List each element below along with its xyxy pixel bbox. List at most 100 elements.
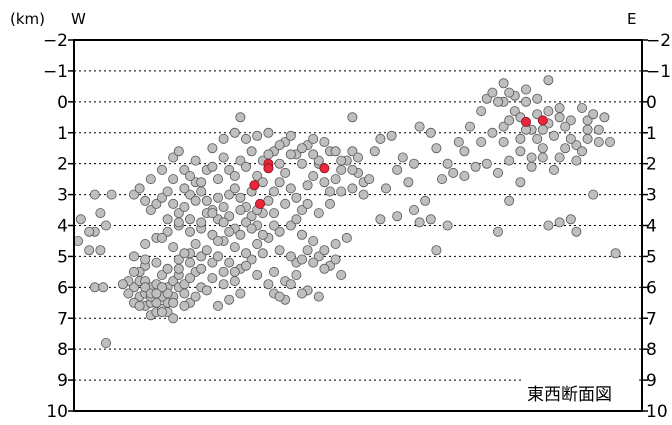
- data-point: [386, 130, 397, 141]
- data-point: [184, 257, 195, 268]
- data-point: [330, 174, 341, 185]
- data-point: [106, 189, 117, 200]
- data-point: [190, 195, 201, 206]
- data-point: [184, 214, 195, 225]
- data-point: [184, 273, 195, 284]
- highlight-point: [263, 163, 274, 174]
- data-point: [246, 146, 257, 157]
- data-point: [565, 133, 576, 144]
- data-point: [302, 180, 313, 191]
- data-point: [336, 164, 347, 175]
- data-point: [156, 164, 167, 175]
- data-point: [274, 291, 285, 302]
- data-point: [442, 158, 453, 169]
- data-point: [610, 248, 621, 259]
- data-point: [308, 257, 319, 268]
- data-point: [560, 143, 571, 154]
- highlight-point: [249, 180, 260, 191]
- data-point: [543, 75, 554, 86]
- data-point: [257, 248, 268, 259]
- data-point: [554, 112, 565, 123]
- y-tick-label-left: 7: [57, 309, 68, 329]
- data-point: [168, 174, 179, 185]
- data-point: [263, 127, 274, 138]
- data-point: [268, 208, 279, 219]
- data-point: [347, 164, 358, 175]
- y-tick-label-right: 9: [646, 371, 657, 391]
- data-point: [212, 235, 223, 246]
- data-point: [212, 300, 223, 311]
- data-point: [196, 251, 207, 262]
- data-point: [252, 238, 263, 249]
- data-point: [481, 93, 492, 104]
- data-point: [179, 248, 190, 259]
- data-point: [408, 158, 419, 169]
- data-point: [156, 232, 167, 243]
- y-tick-label-left: 6: [57, 278, 68, 298]
- data-point: [162, 186, 173, 197]
- data-point: [201, 285, 212, 296]
- data-point: [246, 254, 257, 265]
- data-point: [134, 183, 145, 194]
- data-point: [492, 167, 503, 178]
- data-point: [84, 245, 95, 256]
- y-tick-label-left: 8: [57, 340, 68, 360]
- y-tick-label-left: 3: [57, 186, 68, 206]
- data-point: [196, 177, 207, 188]
- data-point: [229, 276, 240, 287]
- data-point: [420, 195, 431, 206]
- data-point: [240, 161, 251, 172]
- data-point: [549, 130, 560, 141]
- data-point: [296, 254, 307, 265]
- data-point: [554, 152, 565, 163]
- highlight-point: [537, 115, 548, 126]
- data-point: [207, 229, 218, 240]
- data-point: [128, 266, 139, 277]
- y-tick-label-left: 5: [57, 247, 68, 267]
- data-point: [392, 211, 403, 222]
- data-point: [274, 226, 285, 237]
- data-point: [235, 204, 246, 215]
- y-tick-label-right: −2: [646, 31, 671, 51]
- data-point: [504, 115, 515, 126]
- y-tick-label-right: 4: [646, 217, 657, 237]
- data-point: [364, 174, 375, 185]
- hypocenter-points: [73, 75, 621, 348]
- data-point: [341, 232, 352, 243]
- data-point: [95, 208, 106, 219]
- highlight-point: [521, 116, 532, 127]
- data-point: [504, 155, 515, 166]
- data-point: [296, 288, 307, 299]
- data-point: [313, 291, 324, 302]
- data-point: [263, 279, 274, 290]
- data-point: [330, 254, 341, 265]
- data-point: [521, 96, 532, 107]
- data-point: [252, 130, 263, 141]
- data-point: [526, 152, 537, 163]
- data-point: [212, 251, 223, 262]
- data-point: [280, 167, 291, 178]
- data-point: [291, 192, 302, 203]
- data-point: [128, 282, 139, 293]
- data-point: [123, 288, 134, 299]
- data-point: [504, 195, 515, 206]
- data-point: [179, 201, 190, 212]
- data-point: [347, 146, 358, 157]
- data-point: [492, 226, 503, 237]
- data-point: [588, 189, 599, 200]
- data-point: [240, 217, 251, 228]
- data-point: [336, 155, 347, 166]
- data-point: [296, 229, 307, 240]
- y-tick-label-right: 2: [646, 155, 657, 175]
- data-point: [229, 266, 240, 277]
- data-point: [532, 109, 543, 120]
- data-point: [593, 124, 604, 135]
- data-point: [403, 177, 414, 188]
- data-point: [257, 177, 268, 188]
- data-point: [196, 186, 207, 197]
- data-point: [285, 183, 296, 194]
- data-point: [134, 300, 145, 311]
- data-point: [425, 127, 436, 138]
- data-point: [285, 220, 296, 231]
- data-point: [218, 217, 229, 228]
